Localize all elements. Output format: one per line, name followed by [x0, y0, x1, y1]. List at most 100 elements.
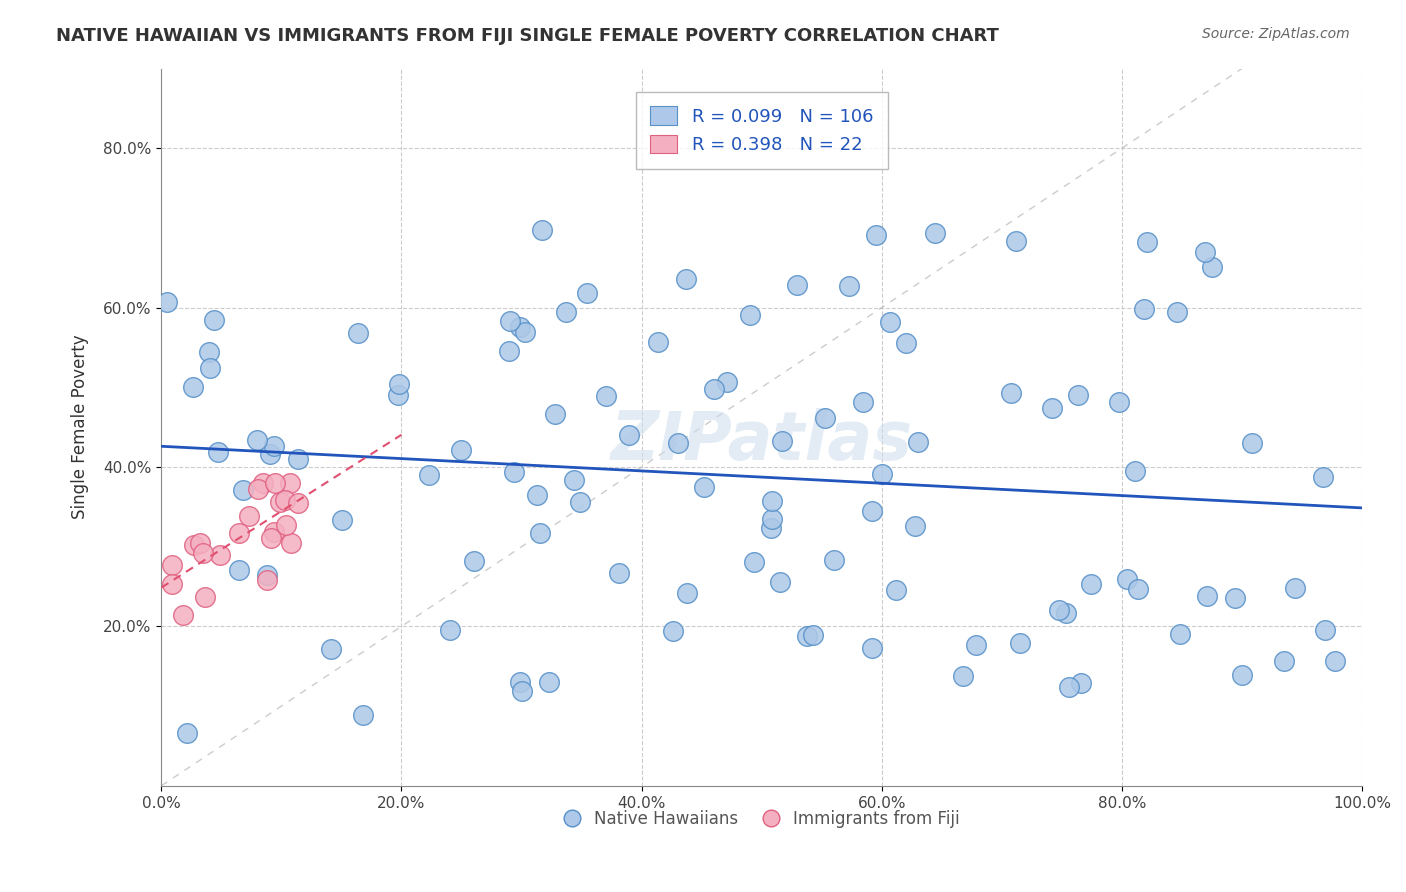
Native Hawaiians [716, 376, 738, 390]
Native Hawaiians [1125, 464, 1147, 478]
Native Hawaiians [595, 389, 617, 403]
Native Hawaiians [1166, 304, 1188, 318]
Immigrants from Fiji [183, 537, 205, 551]
Native Hawaiians [263, 439, 285, 453]
Native Hawaiians [321, 641, 343, 656]
Native Hawaiians [232, 483, 254, 497]
Native Hawaiians [1135, 235, 1157, 249]
Native Hawaiians [759, 520, 782, 534]
Native Hawaiians [387, 388, 409, 402]
Native Hawaiians [538, 675, 561, 690]
Native Hawaiians [907, 435, 929, 450]
Native Hawaiians [156, 294, 179, 309]
Immigrants from Fiji [238, 508, 260, 523]
Native Hawaiians [1312, 470, 1334, 484]
Immigrants from Fiji [263, 525, 285, 540]
Immigrants from Fiji [256, 573, 278, 587]
Native Hawaiians [503, 465, 526, 479]
Native Hawaiians [1223, 591, 1246, 605]
Y-axis label: Single Female Poverty: Single Female Poverty [72, 334, 89, 519]
Immigrants from Fiji [228, 526, 250, 541]
Native Hawaiians [330, 512, 353, 526]
Native Hawaiians [1008, 636, 1031, 650]
Native Hawaiians [666, 436, 689, 450]
Native Hawaiians [418, 467, 440, 482]
Native Hawaiians [1067, 388, 1090, 402]
Native Hawaiians [1197, 589, 1219, 603]
Native Hawaiians [1313, 623, 1336, 637]
Native Hawaiians [198, 344, 221, 359]
Native Hawaiians [703, 382, 725, 396]
Native Hawaiians [761, 494, 783, 508]
Immigrants from Fiji [274, 492, 297, 507]
Native Hawaiians [1005, 234, 1028, 248]
Native Hawaiians [896, 336, 918, 351]
Native Hawaiians [1080, 577, 1102, 591]
Native Hawaiians [1194, 245, 1216, 260]
Native Hawaiians [509, 675, 531, 690]
Native Hawaiians [1070, 675, 1092, 690]
Native Hawaiians [530, 223, 553, 237]
Native Hawaiians [450, 442, 472, 457]
Native Hawaiians [509, 319, 531, 334]
Native Hawaiians [952, 669, 974, 683]
Immigrants from Fiji [162, 558, 184, 572]
Native Hawaiians [569, 495, 592, 509]
Native Hawaiians [814, 410, 837, 425]
Native Hawaiians [1241, 435, 1264, 450]
Native Hawaiians [259, 448, 281, 462]
Immigrants from Fiji [260, 531, 283, 545]
Immigrants from Fiji [287, 495, 309, 509]
Native Hawaiians [1272, 654, 1295, 668]
Native Hawaiians [1116, 572, 1139, 586]
Native Hawaiians [852, 395, 875, 409]
Native Hawaiians [862, 640, 884, 655]
Native Hawaiians [499, 314, 522, 328]
Immigrants from Fiji [208, 548, 231, 562]
Native Hawaiians [1284, 581, 1306, 595]
Native Hawaiians [228, 563, 250, 577]
Native Hawaiians [904, 518, 927, 533]
Immigrants from Fiji [274, 517, 297, 532]
Immigrants from Fiji [172, 607, 194, 622]
Native Hawaiians [176, 726, 198, 740]
Native Hawaiians [562, 473, 585, 487]
Native Hawaiians [838, 278, 860, 293]
Native Hawaiians [607, 566, 630, 580]
Native Hawaiians [860, 504, 883, 518]
Native Hawaiians [498, 344, 520, 359]
Native Hawaiians [246, 433, 269, 447]
Native Hawaiians [769, 574, 792, 589]
Native Hawaiians [661, 624, 683, 638]
Native Hawaiians [870, 467, 893, 481]
Native Hawaiians [207, 445, 229, 459]
Native Hawaiians [965, 638, 987, 652]
Native Hawaiians [529, 526, 551, 541]
Native Hawaiians [526, 488, 548, 502]
Immigrants from Fiji [190, 536, 212, 550]
Legend: Native Hawaiians, Immigrants from Fiji: Native Hawaiians, Immigrants from Fiji [557, 804, 966, 835]
Native Hawaiians [388, 377, 411, 392]
Immigrants from Fiji [280, 535, 302, 549]
Immigrants from Fiji [194, 590, 217, 604]
Native Hawaiians [198, 360, 221, 375]
Native Hawaiians [256, 567, 278, 582]
Native Hawaiians [884, 582, 907, 597]
Native Hawaiians [1201, 260, 1223, 274]
Native Hawaiians [647, 335, 669, 350]
Immigrants from Fiji [269, 494, 291, 508]
Immigrants from Fiji [162, 577, 184, 591]
Native Hawaiians [1132, 302, 1154, 317]
Immigrants from Fiji [247, 482, 270, 496]
Native Hawaiians [770, 434, 793, 448]
Native Hawaiians [287, 451, 309, 466]
Native Hawaiians [439, 623, 461, 637]
Native Hawaiians [676, 585, 699, 599]
Native Hawaiians [463, 554, 485, 568]
Native Hawaiians [575, 286, 598, 301]
Immigrants from Fiji [280, 475, 302, 490]
Native Hawaiians [1168, 626, 1191, 640]
Native Hawaiians [801, 628, 824, 642]
Native Hawaiians [693, 480, 716, 494]
Text: NATIVE HAWAIIAN VS IMMIGRANTS FROM FIJI SINGLE FEMALE POVERTY CORRELATION CHART: NATIVE HAWAIIAN VS IMMIGRANTS FROM FIJI … [56, 27, 1000, 45]
